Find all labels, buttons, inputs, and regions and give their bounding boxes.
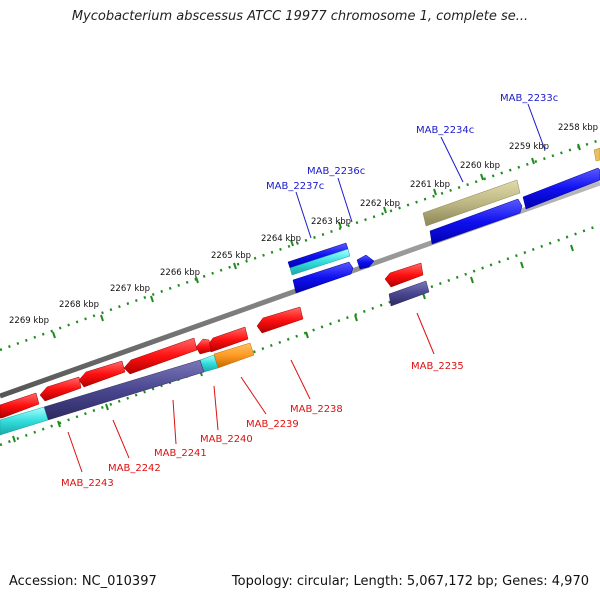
scale-label: 2260 kbp [460,161,500,171]
gene-label: MAB_2243 [61,478,114,489]
gene-feature [593,147,600,162]
gene-feature [78,360,126,388]
label-leaders-forward [295,103,546,239]
gene-feature [388,280,430,307]
scale-label: 2269 kbp [9,316,49,326]
map-title: Mycobacterium abscessus ATCC 19977 chrom… [71,9,529,24]
gene-feature [356,254,375,270]
gene-label: MAB_2233c [500,93,558,104]
scale-label: 2259 kbp [509,142,549,152]
accession-text: Accession: NC_010397 [9,574,157,589]
gene-label: MAB_2236c [307,166,365,177]
gene-feature [429,198,523,245]
scale-label: 2258 kbp [558,123,598,133]
reverse-strand-features[interactable] [0,262,430,436]
gene-label: MAB_2241 [154,448,207,459]
gene-feature [384,262,424,288]
gene-labels-reverse: MAB_2235 MAB_2238 MAB_2239 MAB_2240 MAB_… [61,361,464,489]
gene-label: MAB_2234c [416,125,474,136]
gene-feature [522,167,600,210]
scale-label: 2261 kbp [410,180,450,190]
gene-label: MAB_2238 [290,404,343,415]
scale-label: 2267 kbp [110,284,150,294]
gene-feature [195,338,212,355]
gene-feature [0,392,40,419]
scale-label: 2262 kbp [360,199,400,209]
genome-summary-text: Topology: circular; Length: 5,067,172 bp… [231,574,589,589]
gene-label: MAB_2235 [411,361,464,372]
scale-label: 2266 kbp [160,268,200,278]
gene-labels-forward: MAB_2233c MAB_2234c MAB_2236c MAB_2237c [266,93,558,192]
gene-feature [422,179,521,227]
outer-scale-ring [0,138,600,352]
label-leaders-reverse [67,312,435,473]
gene-feature [39,376,82,402]
gene-label: MAB_2237c [266,181,324,192]
scale-labels: 2258 kbp 2259 kbp 2260 kbp 2261 kbp 2262… [9,123,598,326]
scale-label: 2268 kbp [59,300,99,310]
gene-feature [123,337,198,375]
gene-label: MAB_2239 [246,419,299,430]
scale-label: 2264 kbp [261,234,301,244]
forward-strand-features[interactable] [287,147,600,294]
gene-label: MAB_2242 [108,463,161,474]
gene-feature [289,248,351,276]
outer-major-ticks [52,143,581,339]
scale-label: 2265 kbp [211,251,251,261]
gene-feature [0,406,49,436]
gene-label: MAB_2240 [200,434,253,445]
gene-feature [292,261,354,294]
scale-label: 2263 kbp [311,217,351,227]
inner-scale-ring [0,223,600,447]
gene-feature [256,306,304,334]
